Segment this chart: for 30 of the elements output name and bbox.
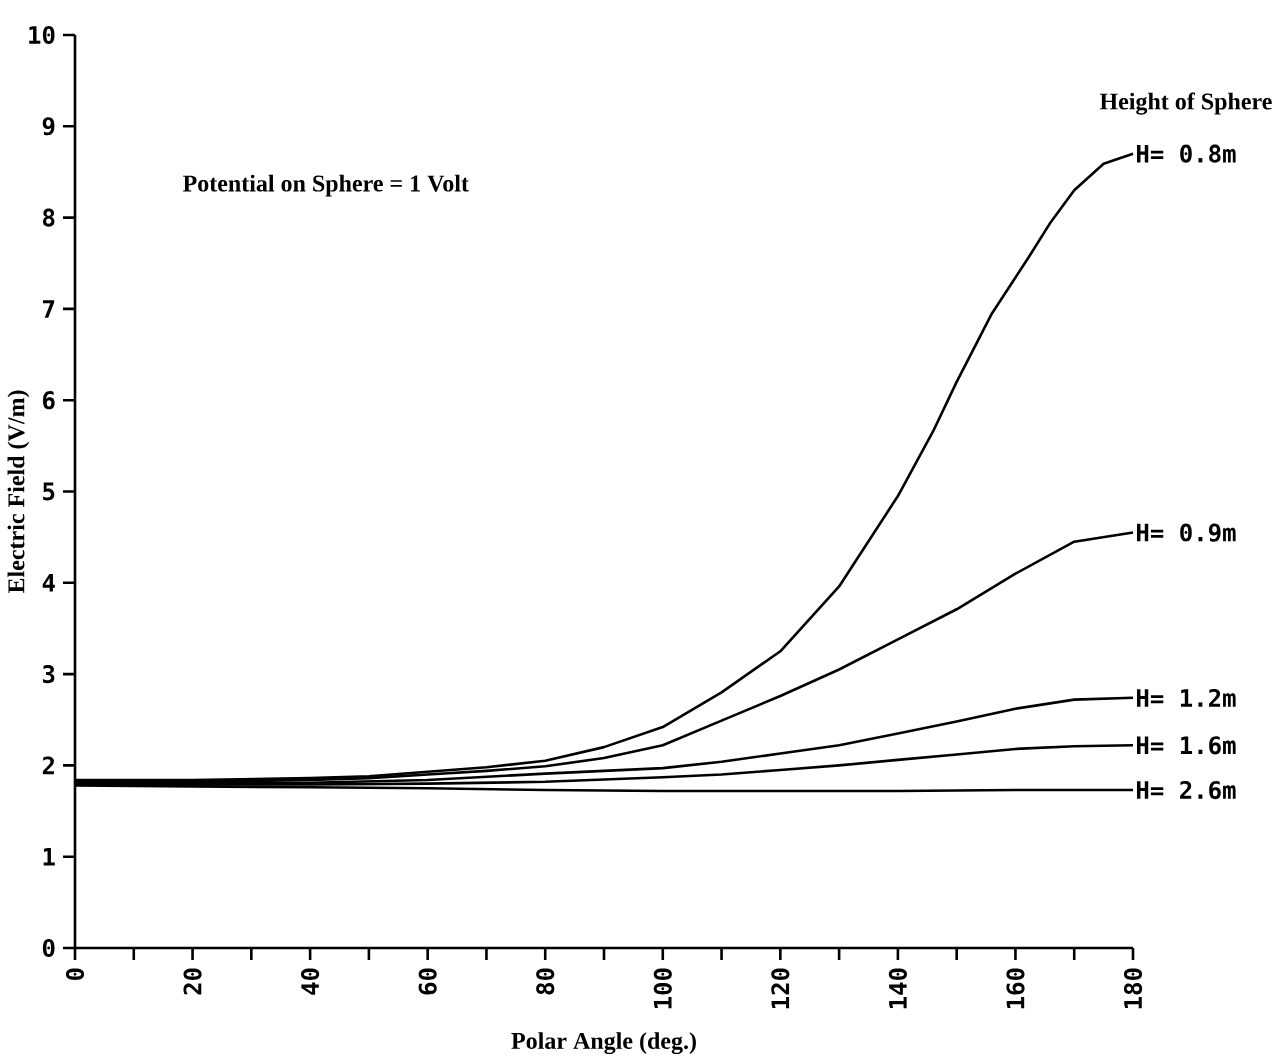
x-axis-title: Polar Angle (deg.) (511, 1032, 696, 1055)
annotation: Potential on Sphere = 1 Volt (182, 174, 469, 197)
legend-title: Height of Sphere (1099, 92, 1272, 115)
x-tick-label: 100 (653, 968, 672, 1009)
y-tick-label: 8 (42, 208, 55, 227)
series-label: H= 0.9m (1137, 523, 1236, 542)
y-tick-label: 0 (42, 938, 55, 958)
x-tick-label: 60 (418, 968, 437, 995)
x-tick-label: 160 (1006, 968, 1025, 1009)
series-label: H= 2.6m (1137, 780, 1236, 800)
x-tick-label: 120 (771, 968, 790, 1009)
y-tick-label: 10 (29, 25, 55, 45)
series-label: H= 1.2m (1137, 688, 1236, 707)
series-label: H= 1.6m (1137, 736, 1236, 755)
y-tick-label: 2 (42, 756, 54, 775)
x-tick-label: 20 (183, 968, 202, 995)
x-tick-label: 80 (536, 968, 555, 995)
y-tick-label: 6 (43, 391, 55, 410)
x-tick-label: 140 (888, 968, 907, 1009)
y-tick-label: 5 (43, 482, 55, 501)
y-tick-label: 7 (43, 300, 55, 318)
x-tick-label: 0 (65, 968, 85, 981)
y-tick-label: 4 (42, 574, 55, 592)
y-axis-title: Electric Field (V/m) (7, 390, 30, 594)
y-tick-label: 1 (43, 847, 55, 866)
x-tick-label: 40 (301, 968, 320, 995)
y-tick-label: 9 (42, 117, 55, 136)
x-tick-label: 180 (1123, 968, 1143, 1009)
series-label: H= 0.8m (1137, 144, 1236, 163)
y-tick-label: 3 (42, 665, 55, 684)
